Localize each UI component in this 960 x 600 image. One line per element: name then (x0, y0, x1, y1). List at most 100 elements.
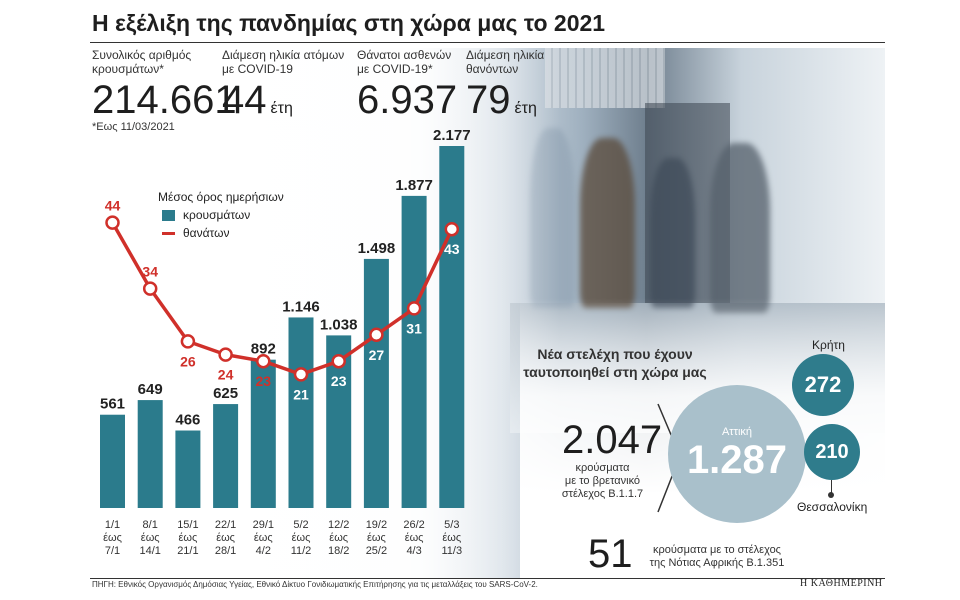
blurred-person (580, 138, 635, 308)
bar-value-label: 625 (213, 385, 238, 402)
bar-value-label: 561 (100, 396, 125, 413)
stat-number: 79 (466, 78, 511, 122)
x-tick-label: 26/2 (403, 519, 424, 531)
legend-heading: Μέσος όρος ημερήσιων (158, 190, 284, 204)
stat-label: θανόντων (466, 62, 519, 76)
bar-3 (175, 430, 201, 508)
stat-value: 214.661 (92, 78, 237, 122)
deaths-value-label: 23 (256, 373, 272, 389)
stat-median-age-cases: Διάμεση ηλικία ατόμων με COVID-19 44 έτη (222, 48, 344, 131)
legend-item-bars: κρουσμάτων (162, 208, 284, 222)
bar-value-label: 1.877 (395, 177, 433, 194)
stat-value: 44 έτη (222, 78, 344, 131)
x-tick-label: 4/3 (406, 545, 421, 557)
deaths-point (444, 221, 460, 237)
x-tick-label: 4/2 (256, 545, 271, 557)
deaths-value-label: 26 (180, 353, 196, 369)
sa-variant-line: κρούσματα με το στέλεχος (653, 544, 781, 556)
stat-value: 79 έτη (466, 78, 544, 131)
chart-legend: Μέσος όρος ημερήσιων κρουσμάτων θανάτων (158, 190, 284, 240)
uk-variant-line: στέλεχος Β.1.1.7 (561, 488, 644, 500)
legend-label: κρουσμάτων (183, 208, 251, 222)
x-tick-label: 22/1 (215, 519, 236, 531)
x-tick-label: έως (329, 532, 348, 544)
deaths-point (142, 281, 158, 296)
crete-label: Κρήτη (812, 338, 845, 352)
stats-footnote: *Εως 11/03/2021 (92, 121, 175, 133)
thessaloniki-dot (828, 492, 834, 498)
x-tick-label: 11/3 (442, 545, 463, 557)
stat-total-cases: Συνολικός αριθμός κρουσμάτων* 214.661 (92, 48, 237, 122)
deaths-point (180, 334, 196, 349)
top-rule (90, 42, 885, 43)
deaths-value-label: 27 (369, 347, 385, 363)
thessaloniki-pointer (831, 480, 832, 494)
x-tick-label: έως (103, 532, 122, 544)
variants-heading: Νέα στελέχη που έχουν ταυτοποιηθεί στη χ… (520, 345, 710, 381)
variants-heading-line: Νέα στελέχη που έχουν (537, 346, 693, 362)
stat-label: Διάμεση ηλικία ατόμων (222, 48, 345, 62)
stat-value: 6.937 (357, 78, 457, 122)
x-tick-label: έως (405, 532, 424, 544)
bar-8 (363, 258, 389, 508)
bar-6 (288, 317, 314, 508)
deaths-point (369, 327, 384, 343)
source-note: ΠΗΓΗ: Εθνικός Οργανισμός Δημόσιας Υγείας… (92, 580, 538, 589)
bar-2 (137, 400, 163, 508)
stat-label: Συνολικός αριθμός (92, 48, 192, 62)
bar-10 (439, 146, 465, 508)
bar-4 (213, 404, 239, 508)
legend-line-swatch (162, 231, 175, 235)
x-tick-label: 19/2 (366, 519, 387, 531)
deaths-point (105, 215, 120, 230)
x-tick-label: 8/1 (143, 519, 158, 531)
bar-1 (100, 414, 125, 508)
sa-variant-text: κρούσματα με το στέλεχος της Νότιας Αφρι… (632, 544, 802, 570)
uk-variant-total: 2.047 (562, 418, 663, 462)
uk-variant-text: κρούσματα με το βρετανικό στέλεχος Β.1.1… (540, 462, 665, 501)
deaths-point (256, 353, 271, 369)
x-tick-label: 7/1 (105, 545, 120, 557)
blurred-person (650, 158, 695, 308)
stat-number: 6.937 (357, 78, 458, 122)
x-tick-label: 25/2 (366, 545, 387, 557)
x-tick-label: 14/1 (139, 545, 160, 557)
x-tick-label: 21/1 (177, 545, 198, 557)
brand-logo: Η ΚΑΘΗΜΕΡΙΝΗ (800, 578, 883, 589)
bar-value-label: 1.498 (358, 240, 396, 257)
x-tick-label: 5/3 (444, 519, 459, 531)
bubble-value: 210 (815, 440, 849, 463)
blurred-person (710, 143, 770, 313)
deaths-value-label: 23 (331, 373, 347, 389)
ceiling-vent (545, 48, 665, 108)
deaths-point (406, 301, 422, 316)
bubble-value: 1.287 (686, 438, 788, 482)
stat-number: 44 (222, 78, 267, 122)
x-tick-label: έως (141, 532, 160, 544)
x-tick-label: 29/1 (253, 519, 274, 531)
deaths-line (110, 221, 454, 377)
deaths-point (218, 347, 233, 362)
bar-value-label: 1.038 (320, 316, 358, 333)
page-title: Η εξέλιξη της πανδημίας στη χώρα μας το … (92, 10, 606, 36)
deaths-value-label: 24 (218, 367, 234, 383)
bar-value-label: 2.177 (433, 127, 471, 144)
deaths-value-label: 31 (406, 320, 422, 336)
stat-unit: έτη (514, 100, 537, 117)
bar-value-label: 892 (251, 341, 276, 358)
x-tick-label: 28/1 (215, 545, 236, 557)
bar-5 (250, 359, 276, 508)
x-tick-label: 1/1 (105, 519, 120, 531)
stat-unit: έτη (270, 100, 293, 117)
variants-heading-line: ταυτοποιηθεί στη χώρα μας (523, 364, 707, 380)
attica-bubble: Αττική 1.287 (668, 385, 806, 523)
bottom-rule (90, 578, 885, 579)
x-tick-label: 12/2 (328, 519, 349, 531)
sa-variant-line: της Νότιας Αφρικής Β.1.351 (649, 557, 785, 569)
uk-variant-line: κρούσματα (575, 462, 630, 474)
stat-label: Διάμεση ηλικία (466, 48, 545, 62)
bubble-value: 272 (804, 372, 842, 397)
bubble-label: Αττική (721, 426, 753, 438)
sa-variant-total: 51 (588, 532, 633, 576)
